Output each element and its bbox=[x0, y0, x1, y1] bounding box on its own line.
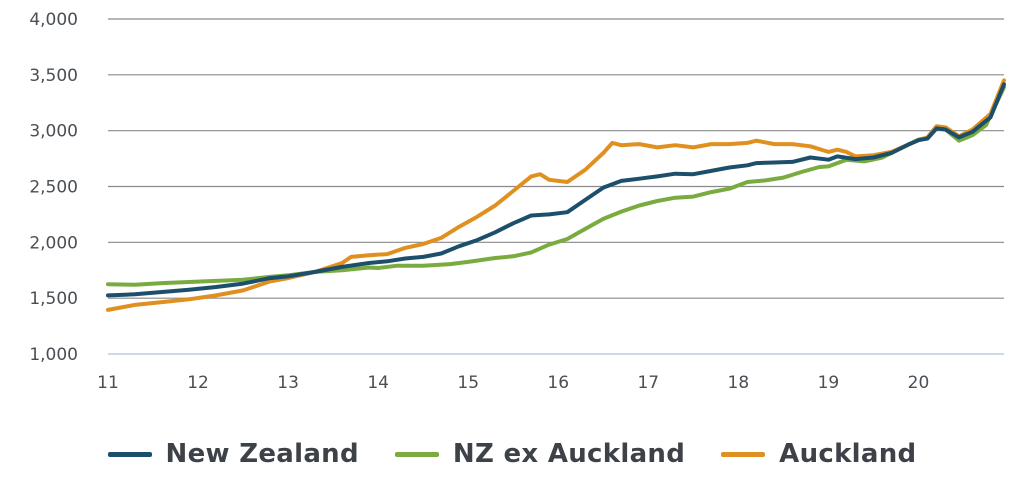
x-tick-label: 14 bbox=[367, 373, 389, 393]
x-tick-label: 13 bbox=[277, 373, 299, 393]
x-tick-label: 18 bbox=[728, 373, 750, 393]
x-tick-label: 17 bbox=[637, 373, 659, 393]
y-tick-label: 2,500 bbox=[29, 178, 78, 198]
series-line-new-zealand bbox=[106, 82, 1006, 298]
x-tick-label: 16 bbox=[547, 373, 569, 393]
y-tick-label: 3,000 bbox=[29, 122, 78, 142]
y-tick-label: 1,500 bbox=[29, 289, 78, 309]
legend-label-new-zealand: New Zealand bbox=[165, 439, 359, 469]
x-tick-label: 20 bbox=[908, 373, 930, 393]
x-tick-label: 19 bbox=[818, 373, 840, 393]
y-tick-label: 1,000 bbox=[29, 345, 78, 365]
legend-swatch-new-zealand bbox=[107, 451, 152, 457]
y-axis-ticks: 1,000 1,500 2,000 2,500 3,000 3,500 4,000 bbox=[29, 10, 78, 365]
legend-item-new-zealand: New Zealand bbox=[107, 439, 359, 469]
x-tick-label: 11 bbox=[97, 373, 119, 393]
series-lines bbox=[106, 78, 1006, 312]
x-tick-label: 12 bbox=[187, 373, 209, 393]
legend-item-auckland: Auckland bbox=[721, 439, 916, 469]
legend-swatch-nz-ex-auckland bbox=[394, 451, 439, 457]
y-tick-label: 4,000 bbox=[29, 10, 78, 30]
gridlines bbox=[108, 18, 1004, 355]
legend-item-nz-ex-auckland: NZ ex Auckland bbox=[394, 439, 686, 469]
legend-label-auckland: Auckland bbox=[779, 439, 917, 469]
y-tick-label: 3,500 bbox=[29, 66, 78, 86]
series-line-auckland bbox=[106, 78, 1006, 312]
x-axis-ticks: 11 12 13 14 15 16 17 18 19 20 bbox=[97, 373, 929, 393]
legend-swatch-auckland bbox=[721, 451, 766, 457]
legend-label-nz-ex-auckland: NZ ex Auckland bbox=[452, 439, 686, 469]
x-tick-label: 15 bbox=[457, 373, 479, 393]
y-tick-label: 2,000 bbox=[29, 233, 78, 253]
legend: New Zealand NZ ex Auckland Auckland bbox=[0, 432, 1024, 476]
